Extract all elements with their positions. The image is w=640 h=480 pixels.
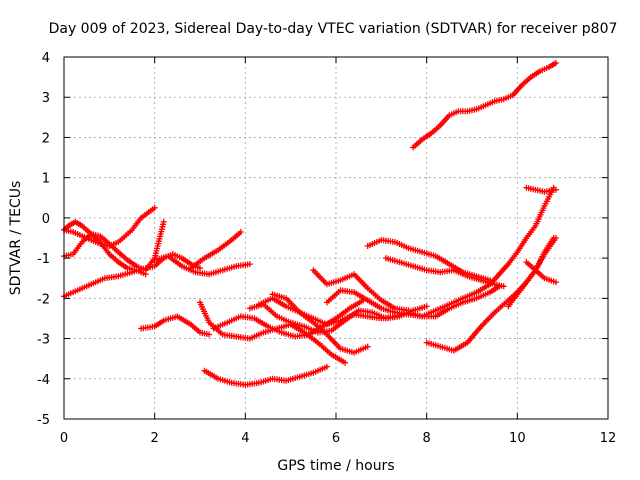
- data-point-marker: [552, 60, 559, 66]
- x-tick-label: 10: [509, 431, 526, 446]
- y-tick-label: -2: [37, 292, 50, 307]
- chart-title: Day 009 of 2023, Sidereal Day-to-day VTE…: [49, 21, 618, 37]
- y-tick-label: -1: [37, 252, 50, 267]
- x-tick-label: 2: [151, 431, 159, 446]
- data-point-marker: [342, 359, 349, 366]
- data-point-marker: [364, 343, 371, 350]
- y-tick-label: 4: [42, 51, 50, 66]
- data-point-marker: [237, 229, 244, 235]
- y-tick-label: 0: [42, 212, 50, 227]
- series-arc-12: [255, 295, 371, 356]
- data-point-marker: [323, 363, 330, 370]
- series-arc-21: [523, 259, 559, 286]
- x-tick-label: 0: [60, 431, 68, 446]
- data-point-marker: [552, 186, 559, 193]
- series-arc-17: [382, 255, 507, 290]
- data-series: [61, 60, 559, 388]
- data-point-marker: [423, 303, 430, 310]
- y-tick-label: -5: [37, 413, 50, 428]
- y-tick-label: 2: [42, 131, 50, 146]
- series-arc-08: [201, 363, 330, 388]
- y-tick-label: -3: [37, 333, 50, 348]
- series-arc-10: [210, 297, 367, 340]
- series-arc-20: [505, 235, 559, 310]
- series-arc-04: [61, 251, 203, 300]
- series-arc-07: [187, 229, 244, 272]
- series-arc-14: [310, 267, 412, 314]
- series-arc-06: [151, 253, 253, 278]
- data-point-marker: [552, 235, 559, 241]
- data-point-marker: [246, 261, 253, 268]
- x-axis-label: GPS time / hours: [277, 458, 394, 474]
- series-arc-18: [410, 60, 559, 151]
- data-point-marker: [552, 279, 559, 286]
- y-tick-label: 3: [42, 91, 50, 106]
- data-point-marker: [151, 204, 158, 211]
- series-arc-22: [523, 184, 559, 195]
- data-point-marker: [500, 283, 507, 290]
- y-axis-label: SDTVAR / TECUs: [8, 181, 24, 296]
- y-tick-label: -4: [37, 373, 50, 388]
- data-point-marker: [160, 218, 167, 225]
- series-arc-05: [138, 313, 213, 338]
- x-tick-label: 8: [423, 431, 431, 446]
- x-tick-label: 4: [241, 431, 249, 446]
- y-tick-label: 1: [42, 172, 50, 187]
- x-tick-label: 6: [332, 431, 340, 446]
- data-point-marker: [206, 331, 213, 338]
- data-point-marker: [142, 271, 149, 278]
- x-tick-label: 12: [600, 431, 617, 446]
